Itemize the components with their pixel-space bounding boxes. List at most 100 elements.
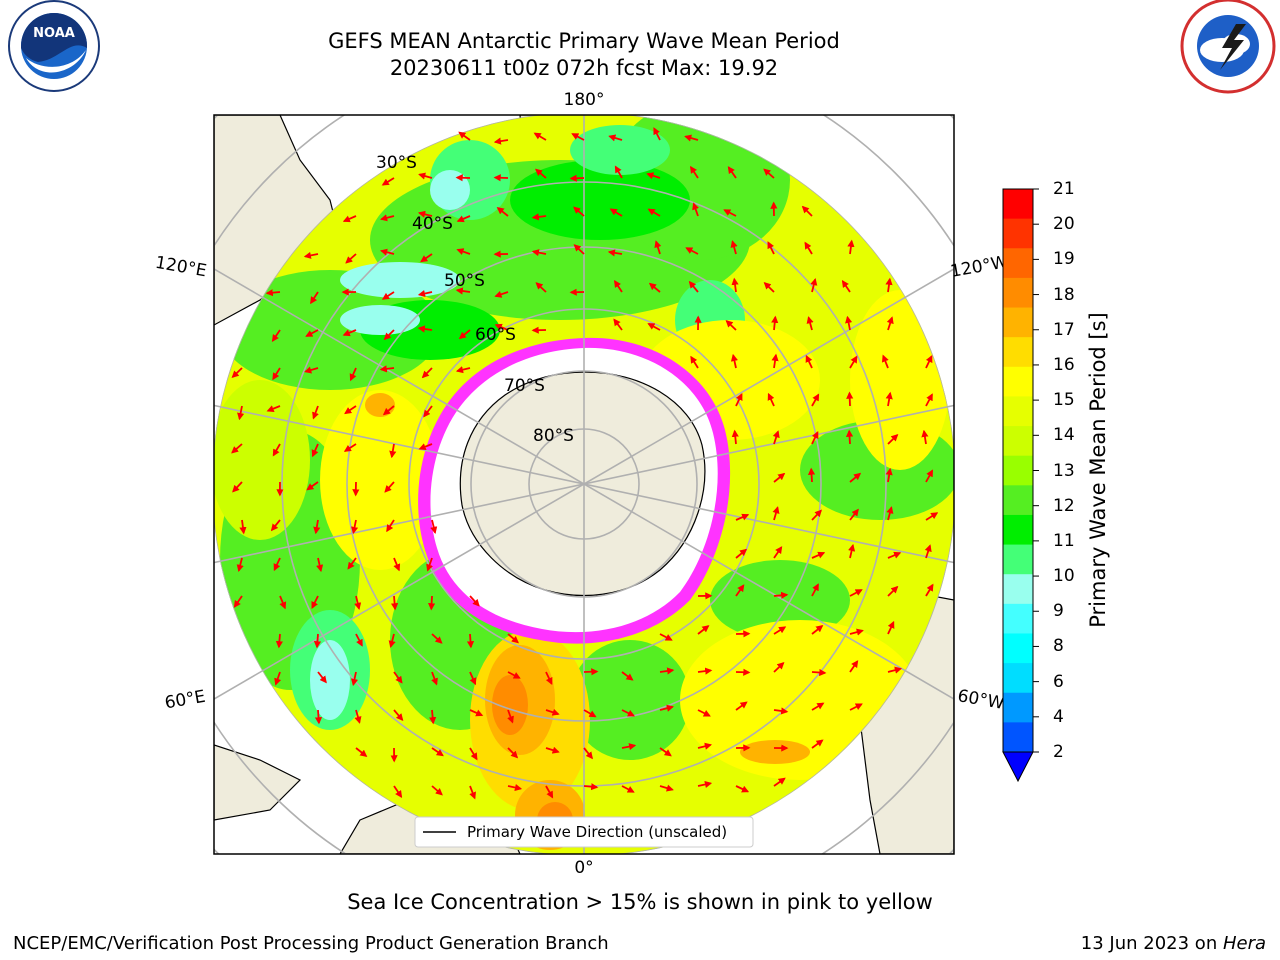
wave-direction-arrow [583, 668, 599, 676]
wave-direction-arrow [613, 318, 623, 331]
wave-direction-arrow [507, 633, 519, 644]
wave-direction-arrow [381, 291, 395, 300]
wave-direction-arrow [383, 329, 395, 341]
wave-direction-arrow [469, 671, 477, 686]
wave-direction-arrow [621, 671, 634, 681]
wave-direction-arrow [349, 367, 357, 382]
wave-direction-arrow [811, 739, 824, 749]
colorbar-tick-label: 4 [1053, 706, 1064, 727]
colorbar-band [1003, 574, 1033, 605]
wave-direction-arrow [426, 557, 433, 572]
wave-direction-arrow [455, 366, 471, 374]
wave-direction-arrow [380, 248, 395, 256]
wave-direction-arrow [811, 702, 825, 711]
wave-direction-arrow [849, 589, 863, 597]
wave-direction-arrow [887, 433, 899, 445]
colorbar-band [1003, 722, 1033, 753]
colorbar-band [1003, 544, 1033, 575]
wave-direction-arrow [811, 393, 820, 407]
wave-direction-arrow [773, 626, 787, 635]
wave-direction-arrow [646, 172, 661, 180]
colorbar-band [1003, 663, 1033, 694]
wave-direction-arrow [811, 583, 819, 597]
wave-direction-arrow [507, 671, 521, 679]
wave-direction-arrow [609, 208, 623, 217]
wave-direction-arrow [841, 280, 851, 293]
colorbar-label: Primary Wave Mean Period [s] [1086, 312, 1110, 628]
wave-direction-arrow [925, 512, 939, 521]
wave-direction-arrow [810, 278, 818, 293]
wave-direction-arrow [849, 508, 859, 521]
wave-direction-arrow [393, 785, 403, 798]
wave-direction-arrow [730, 240, 738, 255]
wave-direction-arrow [805, 354, 813, 369]
wave-direction-arrows [231, 127, 939, 836]
wave-direction-arrow [921, 429, 929, 445]
colorbar [1002, 188, 1039, 783]
wave-direction-arrow [735, 513, 750, 521]
wave-direction-arrow [271, 329, 281, 342]
wave-direction-arrow [697, 709, 711, 717]
wave-direction-arrow [614, 280, 623, 293]
wave-direction-arrow [429, 709, 437, 725]
colorbar-tick-label: 9 [1053, 601, 1064, 622]
wave-direction-arrow [771, 315, 779, 331]
credit-host: Hera [1222, 933, 1266, 954]
wave-direction-arrow [847, 239, 855, 255]
wave-direction-arrow [849, 660, 859, 673]
colorbar-tick-label: 16 [1053, 354, 1075, 375]
wave-direction-arrow [811, 509, 822, 521]
lat-label-40s: 40°S [412, 214, 453, 234]
colorbar-tick-label: 14 [1053, 425, 1075, 446]
wave-direction-arrow [647, 208, 661, 217]
wave-direction-arrow [849, 472, 862, 483]
wave-direction-arrow [573, 206, 585, 217]
colorbar-tick-label: 15 [1053, 390, 1075, 411]
wave-direction-arrow [659, 633, 673, 641]
wave-direction-arrow [697, 667, 713, 675]
wave-direction-arrow [304, 366, 319, 374]
wave-direction-arrow [773, 472, 786, 483]
wave-direction-arrow [469, 595, 480, 607]
wave-direction-arrow [690, 165, 699, 179]
wave-direction-arrow [881, 354, 889, 369]
wave-direction-arrow [545, 785, 554, 799]
graticule-outer [214, 115, 954, 854]
wave-direction-arrow [925, 583, 934, 597]
wave-direction-arrow [342, 215, 357, 223]
wave-direction-arrow [275, 633, 283, 649]
colorbar-tick-label: 10 [1053, 566, 1075, 587]
wave-direction-arrow [531, 213, 547, 221]
wave-direction-arrow [885, 391, 893, 407]
colorbar-tick-label: 8 [1053, 636, 1064, 657]
colorbar-tick-label: 18 [1053, 284, 1075, 305]
wave-direction-arrow [773, 777, 786, 787]
wave-direction-arrow [493, 137, 509, 145]
wave-direction-arrow [767, 392, 775, 407]
wave-direction-arrow [807, 467, 816, 483]
wave-direction-arrow [316, 557, 324, 573]
wave-direction-arrow [389, 443, 397, 459]
colorbar-band [1003, 426, 1033, 457]
wave-direction-arrow [608, 134, 623, 142]
wave-direction-arrow [391, 595, 399, 611]
wave-direction-arrow [730, 353, 738, 369]
wave-direction-arrow [351, 519, 359, 535]
wave-direction-arrow [583, 709, 597, 718]
wave-direction-arrow [507, 783, 523, 792]
sea-ice-caption: Sea Ice Concentration > 15% is shown in … [347, 890, 933, 914]
wave-direction-arrow [731, 277, 739, 293]
wave-direction-arrow [845, 315, 853, 331]
wave-direction-arrow [887, 585, 899, 597]
colorbar-tick-label: 13 [1053, 460, 1075, 481]
colorbar-tick-label: 11 [1053, 530, 1075, 551]
map-plot-area: Primary Wave Direction (unscaled) [214, 115, 954, 854]
wave-direction-arrow [306, 481, 319, 491]
wave-direction-arrow [607, 249, 623, 257]
wave-direction-arrow [848, 543, 856, 559]
wave-direction-arrow [343, 443, 357, 452]
wave-direction-arrow [311, 443, 319, 458]
wave-direction-arrow [507, 747, 519, 759]
wave-direction-arrow [731, 429, 739, 445]
colorbar-band [1003, 692, 1033, 723]
